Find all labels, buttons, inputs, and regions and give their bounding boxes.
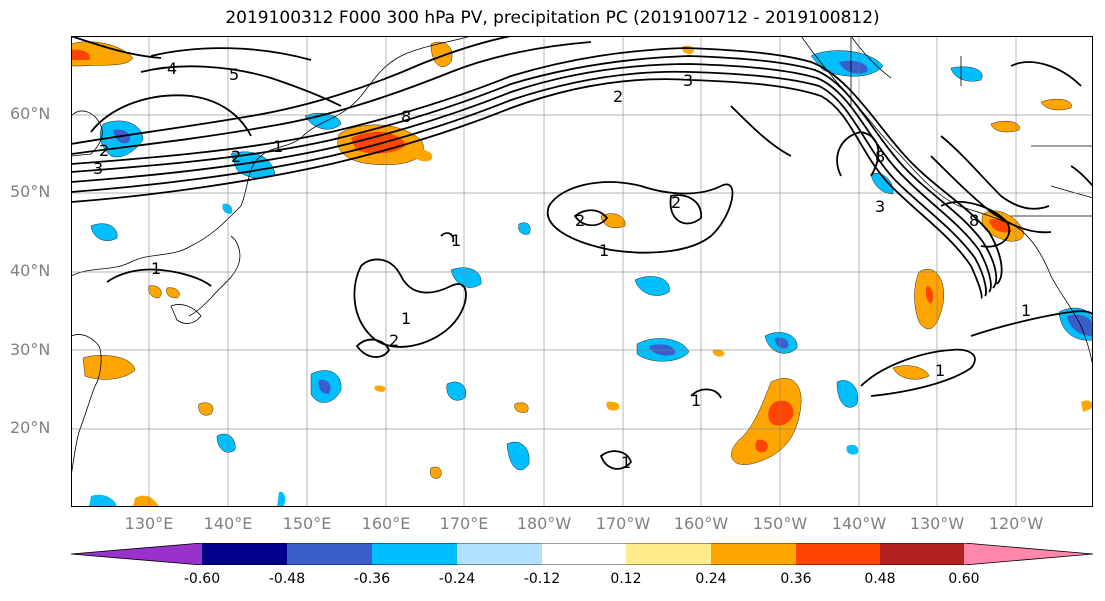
contour-label: 2 <box>99 141 109 160</box>
contour-label: 3 <box>875 197 885 216</box>
colorbar-tick: 0.12 <box>610 571 642 587</box>
lon-label-140w: 140°W <box>831 514 887 533</box>
colorbar-tick: -0.48 <box>268 571 306 587</box>
contour-label: 8 <box>875 147 885 166</box>
contour-label: 3 <box>683 71 693 90</box>
colorbar-segment-2 <box>287 543 372 565</box>
contour-label: 2 <box>231 147 241 166</box>
contour-labels: 4 5 2 3 2 8 1 2 3 1 2 1 1 2 1 8 3 8 2 1 … <box>93 59 1031 472</box>
lon-label-130e: 130°E <box>124 514 174 533</box>
colorbar-tick: -0.60 <box>183 571 221 587</box>
colorbar-tick: 0.60 <box>948 571 980 587</box>
colorbar-segment-6 <box>626 543 711 565</box>
contour-label: 1 <box>151 259 161 278</box>
contour-label: 2 <box>575 211 585 230</box>
lon-label-130w: 130°W <box>909 514 965 533</box>
colorbar-segment-7 <box>711 543 796 565</box>
colorbar-segment-10 <box>964 543 1093 565</box>
lon-label-180w: 180°W <box>516 514 572 533</box>
colorbar-segment-0 <box>71 543 202 565</box>
colorbar-segment-9 <box>880 543 964 565</box>
colorbar <box>71 543 1094 565</box>
contour-label: 8 <box>401 107 411 126</box>
contour-label: 2 <box>389 331 399 350</box>
contour-label: 1 <box>935 361 945 380</box>
lat-label-50n: 50°N <box>10 182 51 201</box>
pv-contours <box>71 36 1093 470</box>
contour-label: 1 <box>621 453 631 472</box>
contour-label: 1 <box>273 137 283 156</box>
contour-label: 1 <box>691 391 701 410</box>
lat-label-20n: 20°N <box>10 418 51 437</box>
map-plot: 4 5 2 3 2 8 1 2 3 1 2 1 1 2 1 8 3 8 2 1 … <box>71 36 1093 507</box>
contour-label: 4 <box>167 59 177 78</box>
lon-label-120w: 120°W <box>988 514 1044 533</box>
colorbar-tick: 0.48 <box>864 571 896 587</box>
contour-label: 1 <box>401 309 411 328</box>
colorbar-segment-5 <box>542 543 626 565</box>
lon-label-140e: 140°E <box>203 514 253 533</box>
lon-label-160e: 160°E <box>361 514 411 533</box>
lon-label-150e: 150°E <box>282 514 332 533</box>
contour-label: 2 <box>671 193 681 212</box>
contour-label: 2 <box>613 87 623 106</box>
colorbar-tick: -0.12 <box>523 571 561 587</box>
contour-label: 1 <box>599 241 609 260</box>
lat-label-60n: 60°N <box>10 104 51 123</box>
colorbar-segment-4 <box>457 543 542 565</box>
contour-label: 5 <box>229 65 239 84</box>
lat-label-40n: 40°N <box>10 261 51 280</box>
colorbar-tick: -0.24 <box>438 571 476 587</box>
colorbar-tick: 0.36 <box>780 571 812 587</box>
lon-label-160w: 160°W <box>673 514 729 533</box>
contour-label: 1 <box>451 231 461 250</box>
colorbar-segment-1 <box>202 543 287 565</box>
contour-label: 3 <box>93 159 103 178</box>
lon-label-150w: 150°W <box>752 514 808 533</box>
lat-label-30n: 30°N <box>10 340 51 359</box>
lon-label-170e: 170°E <box>439 514 489 533</box>
colorbar-segment-3 <box>372 543 457 565</box>
lon-label-170w: 170°W <box>595 514 651 533</box>
contour-label: 8 <box>969 211 979 230</box>
graticule <box>71 36 1093 507</box>
map-title: 2019100312 F000 300 hPa PV, precipitatio… <box>225 8 880 28</box>
colorbar-segment-8 <box>796 543 880 565</box>
colorbar-tick: -0.36 <box>353 571 391 587</box>
contour-label: 1 <box>1021 301 1031 320</box>
colorbar-tick: 0.24 <box>695 571 727 587</box>
